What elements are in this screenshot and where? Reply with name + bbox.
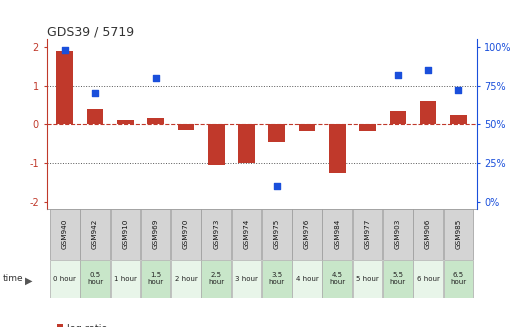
Point (394, 72, 402, 77)
Text: GSM973: GSM973 (213, 218, 219, 249)
Text: GSM942: GSM942 (92, 218, 98, 249)
Bar (80, 209, 110, 260)
Bar (353, 209, 382, 260)
Text: 2 hour: 2 hour (175, 276, 197, 282)
Bar (450, 114, 467, 124)
Point (424, 68, 432, 73)
Bar (292, 260, 322, 298)
Text: GSM969: GSM969 (153, 218, 159, 249)
Text: 6.5
hour: 6.5 hour (450, 272, 466, 285)
Bar (383, 260, 413, 298)
Bar (208, 124, 224, 165)
Text: GSM910: GSM910 (122, 218, 128, 249)
Text: 0 hour: 0 hour (53, 276, 76, 282)
Point (272, 183, 281, 189)
Text: 6 hour: 6 hour (416, 276, 440, 282)
Bar (141, 209, 170, 260)
Bar (232, 209, 261, 260)
Bar (420, 101, 437, 124)
Point (91, 91, 99, 96)
Bar (413, 260, 443, 298)
Text: GSM940: GSM940 (62, 218, 68, 249)
Text: log ratio: log ratio (67, 323, 107, 327)
Bar (413, 209, 443, 260)
Bar (232, 260, 261, 298)
Bar (383, 209, 413, 260)
Text: 4.5
hour: 4.5 hour (329, 272, 346, 285)
Text: 5 hour: 5 hour (356, 276, 379, 282)
Bar (443, 260, 473, 298)
Bar (110, 260, 140, 298)
Text: GSM976: GSM976 (304, 218, 310, 249)
Bar (202, 260, 231, 298)
Bar (299, 124, 315, 131)
Bar (56, 51, 73, 124)
Bar (171, 209, 201, 260)
Text: GSM975: GSM975 (274, 218, 280, 249)
Point (61, 47, 69, 53)
Bar (390, 111, 406, 124)
Bar (147, 118, 164, 124)
Text: 2.5
hour: 2.5 hour (208, 272, 224, 285)
Bar (268, 124, 285, 142)
Bar (178, 124, 194, 130)
Bar (87, 109, 104, 124)
Bar (262, 260, 292, 298)
Point (454, 88, 463, 93)
Text: ▶: ▶ (25, 275, 32, 285)
Text: 3.5
hour: 3.5 hour (269, 272, 285, 285)
Bar (50, 260, 80, 298)
Bar (322, 209, 352, 260)
Bar (322, 260, 352, 298)
Bar (443, 209, 473, 260)
Bar (202, 209, 231, 260)
Text: 1.5
hour: 1.5 hour (148, 272, 164, 285)
Text: 0.5
hour: 0.5 hour (87, 272, 103, 285)
Text: 3 hour: 3 hour (235, 276, 258, 282)
Bar (359, 124, 376, 131)
Bar (329, 124, 346, 173)
Text: 5.5
hour: 5.5 hour (390, 272, 406, 285)
Text: GSM977: GSM977 (365, 218, 370, 249)
Text: 4 hour: 4 hour (296, 276, 319, 282)
Text: GSM974: GSM974 (243, 218, 250, 249)
Bar (110, 209, 140, 260)
Text: GSM984: GSM984 (334, 218, 340, 249)
Bar (353, 260, 382, 298)
Bar (238, 124, 255, 163)
Bar (262, 209, 292, 260)
Bar (141, 260, 170, 298)
Bar (50, 209, 80, 260)
Bar (80, 260, 110, 298)
Text: 1 hour: 1 hour (114, 276, 137, 282)
Text: GSM970: GSM970 (183, 218, 189, 249)
Text: GDS39 / 5719: GDS39 / 5719 (47, 25, 134, 38)
Bar (117, 120, 134, 124)
Text: GSM903: GSM903 (395, 218, 401, 249)
Text: GSM906: GSM906 (425, 218, 431, 249)
Bar (171, 260, 201, 298)
Bar (292, 209, 322, 260)
Text: GSM985: GSM985 (455, 218, 462, 249)
Point (151, 75, 160, 80)
Text: time: time (3, 274, 23, 283)
